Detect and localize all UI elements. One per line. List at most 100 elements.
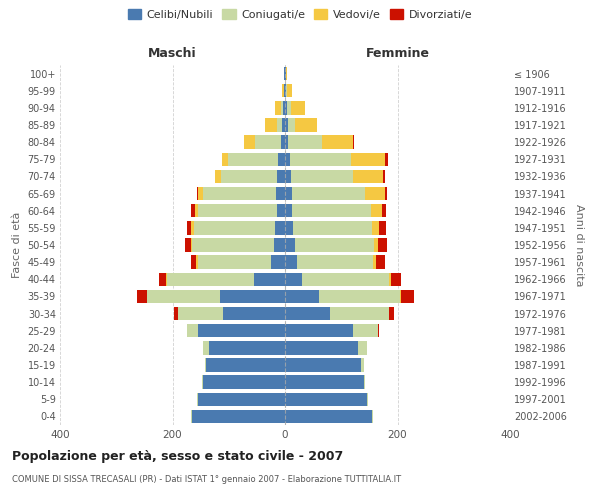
Bar bbox=[292, 204, 371, 218]
Legend: Celibi/Nubili, Coniugati/e, Vedovi/e, Divorziati/e: Celibi/Nubili, Coniugati/e, Vedovi/e, Di… bbox=[124, 6, 476, 23]
Bar bbox=[285, 238, 295, 252]
Bar bbox=[285, 307, 330, 320]
Bar bbox=[358, 341, 367, 354]
Bar bbox=[285, 67, 286, 80]
Bar bbox=[378, 324, 379, 338]
Bar bbox=[285, 187, 292, 200]
Bar bbox=[295, 118, 317, 132]
Bar bbox=[281, 136, 285, 149]
Bar bbox=[227, 152, 278, 166]
Bar bbox=[353, 170, 383, 183]
Bar bbox=[389, 307, 394, 320]
Bar bbox=[191, 256, 196, 269]
Bar bbox=[187, 221, 191, 234]
Bar bbox=[203, 376, 285, 389]
Bar bbox=[330, 307, 389, 320]
Bar bbox=[286, 84, 287, 98]
Bar bbox=[203, 187, 276, 200]
Bar bbox=[364, 376, 365, 389]
Bar bbox=[197, 392, 198, 406]
Bar bbox=[285, 358, 361, 372]
Bar bbox=[222, 152, 227, 166]
Bar bbox=[198, 324, 285, 338]
Bar bbox=[198, 392, 285, 406]
Bar bbox=[293, 221, 372, 234]
Bar bbox=[198, 256, 271, 269]
Bar bbox=[209, 341, 285, 354]
Bar bbox=[389, 272, 391, 286]
Bar bbox=[383, 170, 385, 183]
Bar bbox=[285, 84, 286, 98]
Bar bbox=[361, 358, 364, 372]
Bar bbox=[391, 272, 401, 286]
Bar bbox=[191, 238, 192, 252]
Bar bbox=[185, 238, 191, 252]
Bar bbox=[288, 136, 322, 149]
Bar bbox=[255, 136, 281, 149]
Bar bbox=[137, 290, 147, 303]
Bar bbox=[203, 341, 209, 354]
Bar bbox=[147, 290, 220, 303]
Bar bbox=[379, 238, 387, 252]
Bar bbox=[159, 272, 166, 286]
Bar bbox=[298, 256, 373, 269]
Bar bbox=[194, 221, 275, 234]
Bar bbox=[282, 84, 284, 98]
Bar bbox=[277, 118, 282, 132]
Bar bbox=[283, 101, 285, 114]
Bar bbox=[372, 410, 373, 423]
Bar bbox=[353, 324, 378, 338]
Bar bbox=[215, 170, 221, 183]
Bar bbox=[191, 410, 192, 423]
Bar bbox=[254, 272, 285, 286]
Bar bbox=[295, 238, 374, 252]
Bar bbox=[275, 101, 281, 114]
Bar bbox=[281, 101, 283, 114]
Bar bbox=[278, 152, 285, 166]
Bar bbox=[276, 187, 285, 200]
Bar bbox=[198, 204, 277, 218]
Bar bbox=[371, 204, 382, 218]
Bar bbox=[166, 272, 167, 286]
Bar bbox=[352, 152, 385, 166]
Bar bbox=[286, 67, 287, 80]
Bar bbox=[285, 341, 358, 354]
Bar bbox=[265, 118, 277, 132]
Bar bbox=[196, 256, 198, 269]
Bar bbox=[199, 187, 203, 200]
Bar bbox=[191, 204, 195, 218]
Bar bbox=[302, 272, 389, 286]
Y-axis label: Fasce di età: Fasce di età bbox=[12, 212, 22, 278]
Bar bbox=[277, 204, 285, 218]
Bar bbox=[195, 204, 198, 218]
Bar bbox=[290, 152, 352, 166]
Bar bbox=[202, 376, 203, 389]
Bar bbox=[197, 187, 199, 200]
Bar bbox=[178, 307, 223, 320]
Bar bbox=[284, 67, 285, 80]
Bar bbox=[285, 324, 353, 338]
Bar bbox=[365, 187, 385, 200]
Bar bbox=[382, 204, 386, 218]
Bar bbox=[374, 238, 379, 252]
Bar bbox=[285, 152, 290, 166]
Bar bbox=[285, 170, 290, 183]
Bar bbox=[400, 290, 401, 303]
Bar bbox=[206, 358, 285, 372]
Bar bbox=[319, 290, 400, 303]
Bar bbox=[285, 221, 293, 234]
Bar bbox=[285, 101, 287, 114]
Bar bbox=[192, 238, 274, 252]
Bar bbox=[292, 187, 365, 200]
Text: COMUNE DI SISSA TRECASALI (PR) - Dati ISTAT 1° gennaio 2007 - Elaborazione TUTTI: COMUNE DI SISSA TRECASALI (PR) - Dati IS… bbox=[12, 475, 401, 484]
Bar bbox=[372, 221, 379, 234]
Bar bbox=[285, 392, 367, 406]
Bar bbox=[285, 256, 298, 269]
Bar bbox=[287, 101, 291, 114]
Bar bbox=[401, 290, 414, 303]
Bar bbox=[285, 376, 364, 389]
Bar bbox=[271, 256, 285, 269]
Bar bbox=[167, 272, 254, 286]
Bar bbox=[290, 170, 353, 183]
Bar bbox=[285, 136, 288, 149]
